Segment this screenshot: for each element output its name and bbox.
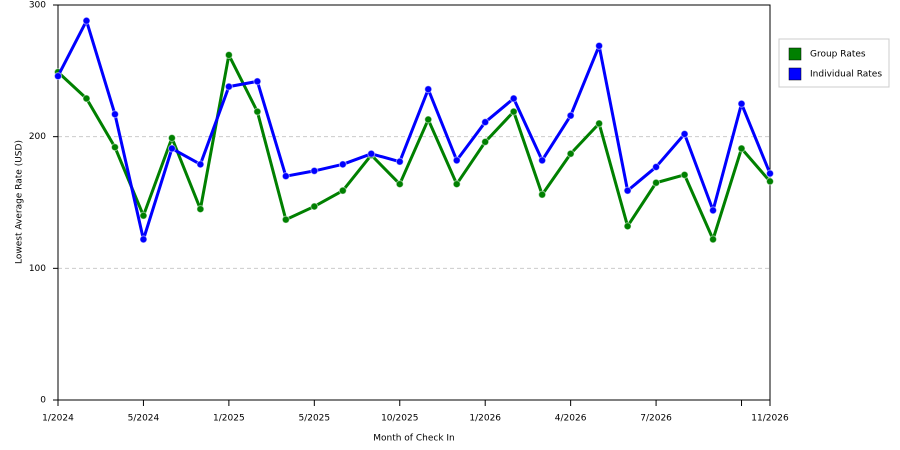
data-point	[82, 16, 91, 25]
data-point	[595, 119, 604, 128]
legend-swatch	[788, 67, 802, 81]
data-point	[709, 235, 718, 244]
data-point	[54, 72, 62, 81]
legend-swatch	[788, 47, 802, 61]
data-point	[281, 172, 290, 181]
data-point	[509, 94, 518, 103]
data-point	[253, 77, 262, 86]
data-point	[338, 160, 347, 169]
data-point	[737, 144, 746, 153]
data-point	[224, 51, 233, 60]
data-point	[167, 133, 176, 142]
y-tick-label: 200	[29, 132, 46, 142]
data-point	[110, 143, 119, 152]
data-point	[680, 170, 689, 179]
data-point	[139, 235, 148, 244]
data-point	[196, 160, 205, 169]
data-point	[310, 202, 319, 211]
data-point	[566, 149, 575, 158]
data-point	[766, 177, 774, 186]
x-tick-label: 5/2024	[128, 414, 160, 424]
data-point	[196, 205, 205, 214]
series-line	[56, 19, 772, 241]
data-point	[652, 178, 661, 187]
data-point	[623, 186, 632, 195]
data-point	[481, 137, 490, 146]
data-point	[310, 166, 319, 175]
data-point	[680, 130, 689, 139]
data-point	[395, 157, 404, 166]
series-line	[56, 53, 772, 241]
data-point	[110, 110, 119, 119]
data-point	[224, 82, 233, 91]
data-point	[452, 180, 461, 189]
data-point	[595, 41, 604, 50]
data-point	[538, 190, 547, 199]
y-tick-label: 0	[40, 396, 46, 406]
data-point	[623, 222, 632, 231]
data-point	[509, 107, 518, 116]
data-point	[737, 99, 746, 108]
data-point	[253, 107, 262, 116]
data-point	[709, 206, 718, 215]
x-tick-label: 11/2026	[751, 414, 789, 424]
data-point	[167, 144, 176, 153]
x-axis-label: Month of Check In	[373, 434, 455, 444]
x-tick-label: 4/2026	[555, 414, 587, 424]
data-point	[338, 186, 347, 195]
data-point	[424, 85, 433, 94]
x-tick-label: 1/2024	[42, 414, 74, 424]
legend-label: Individual Rates	[810, 70, 882, 80]
data-point	[82, 94, 91, 103]
y-tick-label: 100	[29, 264, 46, 274]
data-point	[452, 156, 461, 165]
data-point	[395, 180, 404, 189]
plot-frame	[57, 4, 771, 401]
data-point	[766, 169, 774, 178]
data-point	[424, 115, 433, 124]
data-point	[481, 118, 490, 127]
x-tick-label: 1/2026	[469, 414, 501, 424]
data-point	[281, 215, 290, 224]
x-tick-label: 1/2025	[213, 414, 245, 424]
data-point	[367, 149, 376, 158]
x-tick-label: 10/2025	[381, 414, 418, 424]
legend-label: Group Rates	[810, 50, 866, 60]
data-point	[538, 156, 547, 165]
data-point	[652, 162, 661, 171]
y-axis-label: Lowest Average Rate (USD)	[15, 140, 25, 264]
x-tick-label: 5/2025	[298, 414, 330, 424]
y-tick-label: 300	[29, 1, 46, 11]
data-point	[139, 211, 148, 220]
data-point	[566, 111, 575, 120]
x-tick-label: 7/2026	[640, 414, 672, 424]
